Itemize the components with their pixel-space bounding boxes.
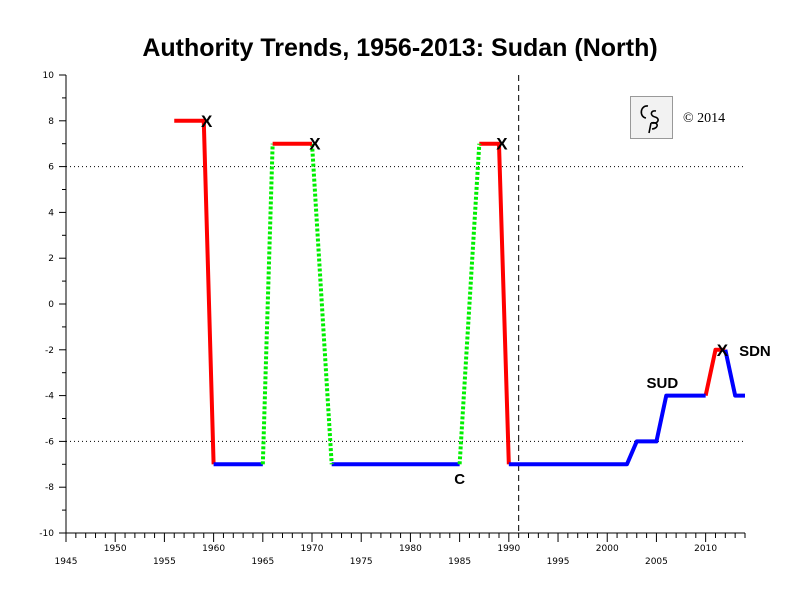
y-tick-label: 4 (48, 208, 54, 218)
x-tick-label: 1960 (202, 544, 225, 554)
y-tick-label: 8 (48, 117, 54, 127)
series-line-democracy-autocracy (479, 141, 511, 465)
x-tick-label: 1980 (399, 544, 422, 554)
annotation-label: X (309, 135, 321, 154)
x-tick-label: 1945 (55, 557, 78, 567)
y-tick-label: -2 (45, 346, 54, 356)
x-tick-label: 1965 (251, 557, 274, 567)
series-line-democracy-autocracy (703, 347, 726, 397)
x-tick-label: 1985 (448, 557, 471, 567)
x-tick-label: 1970 (301, 544, 324, 554)
x-tick-label: 1955 (153, 557, 176, 567)
csp-logo (630, 96, 673, 139)
y-tick-label: 6 (48, 163, 54, 173)
csp-logo-icon (640, 105, 659, 134)
x-tick-label: 1950 (104, 544, 127, 554)
y-tick-label: 10 (43, 71, 55, 81)
copyright-text: © 2014 (683, 111, 726, 126)
y-tick-label: -10 (39, 529, 54, 539)
series-line-interregnum (310, 143, 334, 465)
x-tick-label: 1975 (350, 557, 373, 567)
series-line-regime (508, 393, 706, 467)
series-line-interregnum (457, 143, 482, 465)
x-tick-label: 1990 (497, 544, 520, 554)
x-tick-label: 2010 (694, 544, 717, 554)
series-line-regime (723, 349, 745, 398)
x-tick-label: 2005 (645, 557, 668, 567)
series-line-interregnum (260, 143, 275, 465)
x-tick-label: 2000 (596, 544, 619, 554)
y-tick-label: -8 (45, 483, 54, 493)
y-tick-label: 2 (48, 254, 54, 264)
annotation-label: X (496, 135, 508, 154)
annotation-label: SDN (739, 343, 771, 360)
y-tick-label: -4 (45, 392, 54, 402)
annotation-label: X (717, 341, 729, 360)
chart-title: Authority Trends, 1956-2013: Sudan (Nort… (142, 34, 658, 62)
annotation-label: X (201, 112, 213, 131)
annotation-label: C (454, 471, 465, 488)
annotation-label: SUD (647, 375, 679, 392)
y-tick-label: 0 (48, 300, 54, 310)
x-tick-label: 1995 (547, 557, 570, 567)
series-line-democracy-autocracy (174, 118, 216, 465)
y-tick-label: -6 (45, 437, 54, 447)
